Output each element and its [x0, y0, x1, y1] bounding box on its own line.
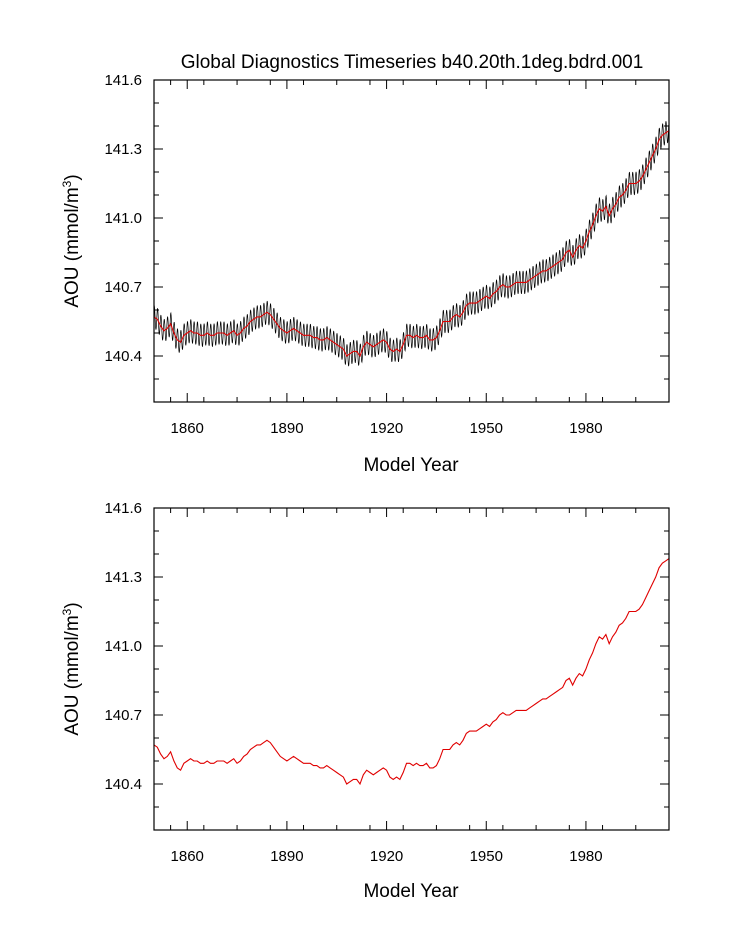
bottom-y-axis-label: AOU (mmol/m3): [60, 602, 83, 735]
bottom-ytick-label: 141.6: [104, 500, 142, 517]
bottom-xtick-label: 1890: [270, 848, 303, 865]
top-ytick-label: 141.0: [104, 210, 142, 227]
annual-mean-line: [153, 130, 670, 358]
top-xtick-label: 1920: [370, 420, 403, 437]
bottom-panel: 140.4 140.7 141.0 141.3 141.6 1860 1890 …: [60, 500, 670, 902]
top-annual-mean-series: [153, 130, 670, 358]
annual-mean-line: [153, 558, 670, 786]
top-axis-ticks: [154, 79, 669, 403]
top-ytick-label: 141.3: [104, 141, 142, 158]
top-ytick-label: 140.7: [104, 279, 142, 296]
top-ytick-label: 140.4: [104, 348, 142, 365]
top-panel: Global Diagnostics Timeseries b40.20th.1…: [60, 52, 670, 476]
top-monthly-series: [153, 121, 670, 367]
top-x-tick-labels: 1860 1890 1920 1950 1980: [171, 420, 603, 437]
bottom-x-axis-label: Model Year: [363, 881, 459, 902]
top-xtick-label: 1950: [470, 420, 503, 437]
bottom-xtick-label: 1860: [171, 848, 204, 865]
top-xtick-label: 1890: [270, 420, 303, 437]
top-y-tick-labels: 140.4 140.7 141.0 141.3 141.6: [104, 72, 142, 365]
top-chart-title: Global Diagnostics Timeseries b40.20th.1…: [181, 52, 644, 73]
bottom-x-tick-labels: 1860 1890 1920 1950 1980: [171, 848, 603, 865]
bottom-ytick-label: 140.4: [104, 776, 142, 793]
top-x-axis-label: Model Year: [363, 455, 459, 476]
top-xtick-label: 1860: [171, 420, 204, 437]
bottom-xtick-label: 1920: [370, 848, 403, 865]
top-y-axis-label: AOU (mmol/m3): [60, 174, 83, 307]
monthly-line: [153, 121, 670, 367]
top-xtick-label: 1980: [569, 420, 602, 437]
bottom-plot-frame: [153, 507, 670, 831]
bottom-xtick-label: 1980: [569, 848, 602, 865]
bottom-ytick-label: 141.0: [104, 638, 142, 655]
bottom-xtick-label: 1950: [470, 848, 503, 865]
bottom-ytick-label: 141.3: [104, 569, 142, 586]
top-plot-frame: [153, 79, 670, 403]
bottom-y-tick-labels: 140.4 140.7 141.0 141.3 141.6: [104, 500, 142, 793]
bottom-axis-ticks: [154, 507, 669, 831]
bottom-ytick-label: 140.7: [104, 707, 142, 724]
top-ytick-label: 141.6: [104, 72, 142, 89]
bottom-annual-mean-series: [153, 558, 670, 786]
